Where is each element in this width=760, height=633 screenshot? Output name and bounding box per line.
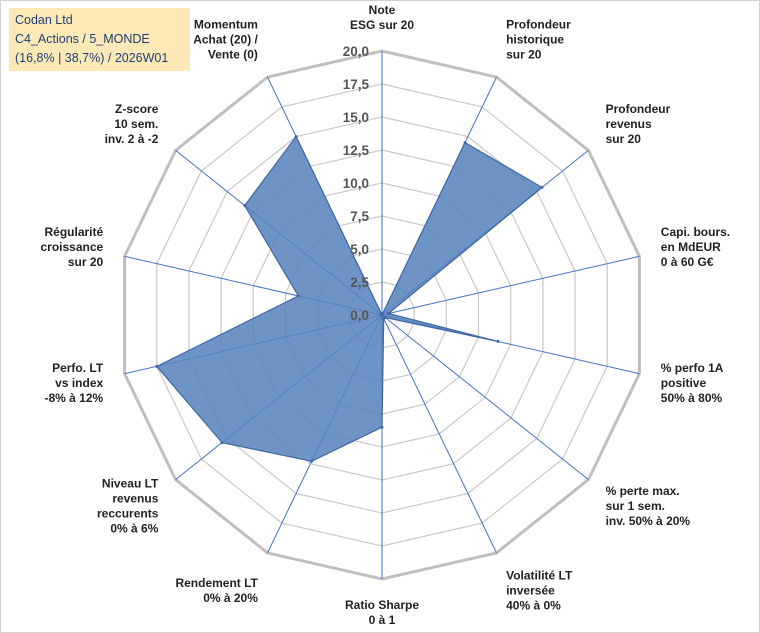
tick-label: 15,0 [343, 110, 369, 125]
axis-spoke [381, 255, 640, 316]
category-label-line: 40% à 0% [506, 599, 561, 613]
category-label-line: croissance [40, 240, 103, 254]
category-label: Niveau LT revenus reccurents 0% à 6% [97, 476, 159, 535]
category-label: % perte max. sur 1 sem. inv. 50% à 20% [606, 484, 691, 528]
data-point [496, 339, 500, 343]
category-label-line: revenus [606, 117, 652, 131]
category-label-line: Achat (20) / [193, 32, 258, 46]
category-label-line: vs index [55, 376, 103, 390]
category-label-line: Momentum [194, 17, 258, 31]
category-label-line: Capi. bours. [661, 225, 730, 239]
data-point [220, 441, 224, 445]
category-label: Profondeur revenus sur 20 [606, 102, 671, 146]
category-label-line: Niveau LT [102, 476, 159, 490]
category-label: Momentum Achat (20) / Vente (0) [193, 17, 258, 61]
tick-label: 7,5 [350, 209, 369, 224]
category-label-line: historique [506, 32, 564, 46]
data-point [310, 459, 314, 463]
category-label-line: 0% à 6% [110, 521, 158, 535]
category-label: Rendement LT 0% à 20% [175, 576, 258, 605]
data-point [540, 185, 544, 189]
tick-labels: 0,0 2,5 5,0 7,5 10,0 12,5 15,0 17,5 20,0 [343, 44, 370, 323]
data-point [155, 364, 159, 368]
data-point [243, 204, 247, 207]
category-label-line: inv. 50% à 20% [606, 514, 691, 528]
category-label-line: inv. 2 à -2 [105, 132, 159, 146]
category-label-line: Volatilité LT [506, 569, 573, 583]
category-label-line: 50% à 80% [661, 391, 723, 405]
category-label-line: sur 20 [606, 132, 642, 146]
data-point [380, 313, 384, 317]
data-point [380, 425, 384, 429]
category-label: Capi. bours. en MdEUR 0 à 60 G€ [661, 225, 730, 269]
category-label: Ratio Sharpe 0 à 1 [345, 598, 419, 627]
tick-label: 5,0 [350, 242, 369, 257]
category-label-line: revenus [112, 491, 158, 505]
category-label-line: Profondeur [606, 102, 671, 116]
category-labels: Note ESG sur 20 Profondeur historique sur 20… [40, 3, 730, 627]
tick-label: 0,0 [350, 308, 369, 323]
category-label: Régularité croissance sur 20 [40, 225, 103, 269]
tick-label: 20,0 [343, 44, 369, 59]
tick-label: 12,5 [343, 143, 370, 158]
category-label: Profondeur historique sur 20 [506, 17, 571, 61]
category-label-line: Régularité [45, 225, 104, 239]
data-point [463, 141, 467, 145]
data-point [296, 294, 300, 298]
category-label-line: Note [369, 3, 396, 17]
data-point [386, 312, 390, 315]
portfolio-stats: (16,8% | 38,7%) / 2026W01 [15, 51, 169, 65]
category-label-line: Profondeur [506, 17, 571, 31]
tick-label: 17,5 [343, 77, 370, 92]
info-box: Codan Ltd C4_Actions / 5_MONDE (16,8% | … [9, 8, 190, 71]
category-label-line: sur 20 [68, 255, 104, 269]
axis-spoke [381, 314, 589, 480]
category-label-line: Vente (0) [208, 47, 258, 61]
category-label-line: sur 20 [506, 47, 542, 61]
data-point [382, 317, 386, 321]
category-label-line: Perfo. LT [52, 361, 104, 375]
category-label: Z-score 10 sem. inv. 2 à -2 [105, 102, 159, 146]
category-label: Perfo. LT vs index -8% à 12% [44, 361, 103, 405]
category-label-line: reccurents [97, 506, 159, 520]
category-label-line: Ratio Sharpe [345, 598, 419, 612]
category-label: Note ESG sur 20 [350, 3, 414, 32]
company-name: Codan Ltd [15, 13, 73, 27]
category-label-line: -8% à 12% [44, 391, 103, 405]
category-label-line: % perfo 1A [661, 361, 724, 375]
category-label-line: en MdEUR [661, 240, 721, 254]
category-label-line: 0 à 60 G€ [661, 255, 714, 269]
category-label-line: 0% à 20% [203, 591, 258, 605]
category-label-line: sur 1 sem. [606, 499, 665, 513]
series-area [155, 135, 544, 463]
category-label-line: % perte max. [606, 484, 680, 498]
data-point [294, 135, 298, 139]
category-label-line: positive [661, 376, 707, 390]
category-label-line: ESG sur 20 [350, 18, 414, 32]
category-label-line: Z-score [115, 102, 159, 116]
category-label-line: inversée [506, 584, 555, 598]
tick-label: 2,5 [350, 275, 369, 290]
category-label-line: 10 sem. [114, 117, 158, 131]
category-label: Volatilité LT inversée 40% à 0% [506, 569, 573, 613]
portfolio-name: C4_Actions / 5_MONDE [15, 32, 150, 46]
category-label-line: 0 à 1 [369, 613, 396, 627]
axis-spoke [381, 314, 497, 554]
category-label: % perfo 1A positive 50% à 80% [661, 361, 724, 405]
category-label-line: Rendement LT [175, 576, 258, 590]
tick-label: 10,0 [343, 176, 369, 191]
